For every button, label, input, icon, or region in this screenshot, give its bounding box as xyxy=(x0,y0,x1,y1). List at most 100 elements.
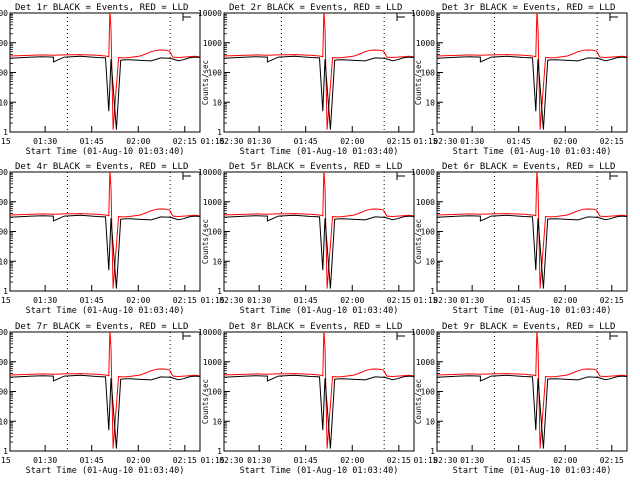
series-events-line xyxy=(437,214,627,289)
x-tick-label: 02:15 xyxy=(387,296,411,305)
series-events-line xyxy=(437,55,627,130)
x-axis-label: Start Time (01-Aug-10 01:03:40) xyxy=(26,147,185,157)
y-tick-label: 10000 xyxy=(0,328,8,337)
y-tick-label: 1000 xyxy=(416,198,435,207)
y-tick-label: 1000 xyxy=(0,39,8,48)
panel-title: Det 8r BLACK = Events, RED = LLD xyxy=(229,322,402,332)
x-tick-label: 02:30 xyxy=(219,296,243,305)
plot-frame xyxy=(9,171,201,292)
series-events-line xyxy=(10,214,200,289)
series-lld-line xyxy=(10,13,200,130)
y-tick-label: 10000 xyxy=(0,168,8,177)
plot-frame xyxy=(9,331,201,452)
x-tick-label: 01:30 xyxy=(460,456,484,465)
x-tick-label: 01:30 xyxy=(247,137,271,146)
y-tick-label: 1000 xyxy=(203,358,222,367)
x-axis-label: Start Time (01-Aug-10 01:03:40) xyxy=(240,306,399,316)
x-tick-label: 01:30 xyxy=(460,137,484,146)
y-tick-label: 1 xyxy=(3,447,8,456)
x-axis-label: Start Time (01-Aug-10 01:03:40) xyxy=(26,466,185,476)
series-lld-line xyxy=(224,332,414,449)
x-tick-label: 02:15 xyxy=(600,137,624,146)
y-axis-label: Counts/sec xyxy=(201,379,210,424)
x-tick-label: 01:30 xyxy=(33,137,57,146)
panel-det-6: Det 6r BLACK = Events, RED = LLD 1 10 100 10… xyxy=(411,162,628,316)
y-tick-label: 10 xyxy=(425,98,435,107)
y-axis-label: Counts/sec xyxy=(201,219,210,264)
x-tick-label: 02:00 xyxy=(126,296,150,305)
y-tick-label: 1 xyxy=(430,128,435,137)
x-tick-label: 01:45 xyxy=(80,296,104,305)
panel-title: Det 5r BLACK = Events, RED = LLD xyxy=(229,162,402,172)
corner-bracket xyxy=(396,13,405,21)
plot-frame xyxy=(223,331,415,452)
x-tick-label: 02:30 xyxy=(219,137,243,146)
y-tick-label: 1000 xyxy=(416,39,435,48)
series-lld-line xyxy=(437,172,627,289)
x-axis-label: Start Time (01-Aug-10 01:03:40) xyxy=(240,147,399,157)
y-tick-label: 1 xyxy=(217,128,222,137)
x-tick-label: 01:45 xyxy=(507,296,531,305)
panel-title: Det 2r BLACK = Events, RED = LLD xyxy=(229,3,402,13)
series-events-line xyxy=(224,55,414,130)
y-tick-label: 1000 xyxy=(0,198,8,207)
y-tick-label: 1 xyxy=(3,128,8,137)
y-tick-label: 1 xyxy=(217,287,222,296)
series-events-line xyxy=(224,374,414,449)
corner-bracket xyxy=(609,13,618,21)
y-tick-label: 10000 xyxy=(0,9,8,18)
series-lld-line xyxy=(437,332,627,449)
x-tick-label: 01:45 xyxy=(507,456,531,465)
panel-det-9: Det 9r BLACK = Events, RED = LLD 1 10 100 10… xyxy=(411,322,628,476)
panel-det-4: Det 4r BLACK = Events, RED = LLD 1 10 100 10… xyxy=(0,162,244,316)
y-tick-label: 10 xyxy=(0,98,8,107)
y-tick-label: 10000 xyxy=(198,168,222,177)
x-tick-label: 02:30 xyxy=(433,456,457,465)
panel-det-1: Det 1r BLACK = Events, RED = LLD11010010… xyxy=(0,3,244,157)
x-tick-label: 01:45 xyxy=(294,137,318,146)
x-axis-label: Start Time (01-Aug-10 01:03:40) xyxy=(453,306,612,316)
x-tick-label: 01:30 xyxy=(247,456,271,465)
x-tick-label: 01:15 xyxy=(0,137,11,146)
x-tick-label: 02:00 xyxy=(553,296,577,305)
panel-title: Det 6r BLACK = Events, RED = LLD xyxy=(442,162,615,172)
y-tick-label: 1 xyxy=(430,447,435,456)
x-tick-label: 02:00 xyxy=(126,137,150,146)
plot-frame xyxy=(9,12,201,133)
x-tick-label: 01:15 xyxy=(201,456,225,465)
corner-bracket xyxy=(182,332,191,340)
y-tick-label: 10000 xyxy=(411,9,435,18)
y-tick-label: 1000 xyxy=(203,198,222,207)
x-tick-label: 01:15 xyxy=(0,456,11,465)
x-axis-label: Start Time (01-Aug-10 01:03:40) xyxy=(26,306,185,316)
panel-det-7: Det 7r BLACK = Events, RED = LLD11010010… xyxy=(0,322,244,476)
y-tick-label: 1 xyxy=(217,447,222,456)
x-tick-label: 01:45 xyxy=(294,456,318,465)
x-tick-label: 01:30 xyxy=(33,456,57,465)
panel-title: Det 3r BLACK = Events, RED = LLD xyxy=(442,3,615,13)
x-tick-label: 02:00 xyxy=(553,456,577,465)
corner-bracket xyxy=(182,172,191,180)
x-tick-label: 01:15 xyxy=(414,456,438,465)
panel-title: Det 4r BLACK = Events, RED = LLD xyxy=(15,162,188,172)
y-tick-label: 100 xyxy=(0,228,8,237)
x-tick-label: 01:30 xyxy=(247,296,271,305)
x-tick-label: 01:45 xyxy=(80,137,104,146)
x-tick-label: 02:00 xyxy=(553,137,577,146)
x-tick-label: 01:15 xyxy=(201,137,225,146)
y-tick-label: 10 xyxy=(212,257,222,266)
series-lld-line xyxy=(437,13,627,130)
x-tick-label: 01:15 xyxy=(414,296,438,305)
x-tick-label: 01:45 xyxy=(80,456,104,465)
y-tick-label: 1000 xyxy=(203,39,222,48)
y-tick-label: 100 xyxy=(208,228,223,237)
series-events-line xyxy=(224,214,414,289)
panel-det-2: Det 2r BLACK = Events, RED = LLD11010010… xyxy=(198,3,458,157)
plot-frame xyxy=(223,12,415,133)
series-lld-line xyxy=(224,13,414,130)
panel-det-8: Det 8r BLACK = Events, RED = LLD11010010… xyxy=(198,322,458,476)
plot-frame xyxy=(436,171,628,292)
corner-bracket xyxy=(396,172,405,180)
series-lld-line xyxy=(10,332,200,449)
y-tick-label: 100 xyxy=(421,388,436,397)
